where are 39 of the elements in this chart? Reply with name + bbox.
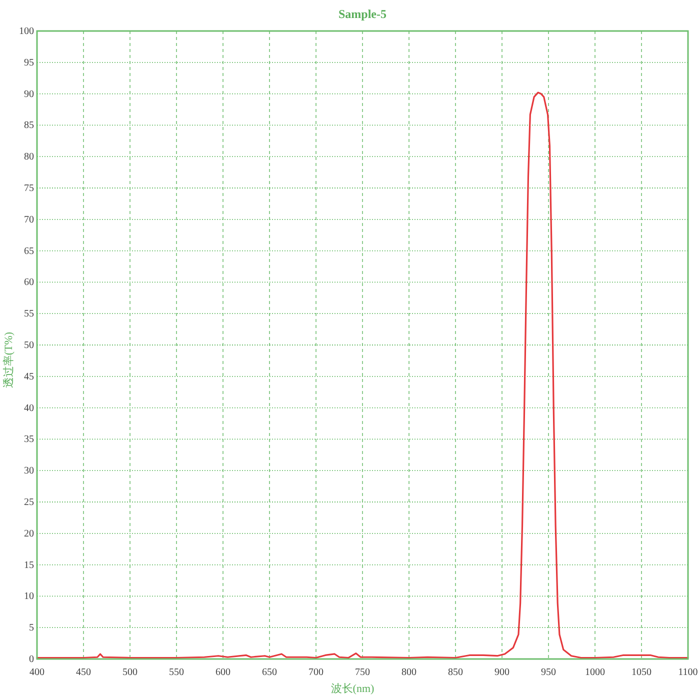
y-tick-label: 55	[24, 308, 34, 320]
x-tick-label: 650	[262, 667, 277, 678]
y-tick-label: 100	[19, 26, 34, 37]
y-tick-label: 5	[29, 622, 34, 634]
x-tick-label: 800	[402, 667, 416, 678]
y-tick-label: 75	[24, 183, 34, 194]
y-tick-label: 50	[24, 340, 34, 351]
y-tick-label: 60	[24, 277, 34, 288]
y-tick-label: 15	[24, 560, 34, 571]
y-tick-label: 85	[24, 120, 34, 132]
x-tick-label: 400	[30, 667, 44, 678]
x-tick-label: 700	[308, 667, 324, 678]
x-tick-label: 850	[448, 667, 463, 678]
y-tick-label: 30	[24, 466, 34, 477]
y-axis-title: 透过率(T%)	[2, 332, 15, 388]
y-tick-label: 80	[24, 152, 34, 163]
x-tick-label: 750	[355, 667, 370, 678]
chart-title: Sample-5	[338, 7, 386, 21]
x-tick-label: 500	[122, 667, 138, 678]
y-tick-label: 10	[24, 591, 34, 602]
x-tick-label: 1100	[678, 667, 698, 678]
y-tick-label: 95	[24, 57, 34, 68]
y-tick-label: 45	[24, 371, 34, 382]
y-tick-label: 65	[24, 246, 34, 257]
x-tick-label: 600	[216, 667, 230, 678]
y-tick-label: 35	[24, 434, 34, 446]
x-tick-label: 900	[494, 667, 510, 678]
x-tick-label: 450	[76, 667, 91, 678]
y-tick-label: 25	[24, 497, 34, 508]
y-tick-label: 20	[24, 528, 34, 540]
y-tick-label: 40	[24, 402, 34, 414]
x-tick-label: 550	[169, 667, 184, 678]
x-tick-label: 1000	[585, 667, 605, 678]
y-tick-label: 70	[24, 214, 34, 226]
x-tick-label: 950	[541, 667, 556, 678]
x-tick-label: 1050	[632, 667, 652, 678]
x-axis-title: 波长(nm)	[330, 682, 375, 695]
y-tick-label: 0	[29, 654, 34, 665]
y-tick-label: 90	[24, 88, 34, 100]
